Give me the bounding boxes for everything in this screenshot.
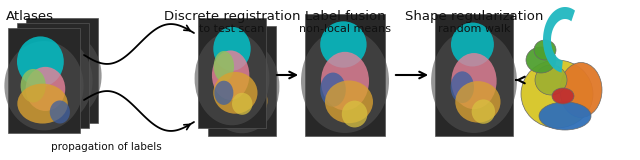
- Ellipse shape: [35, 74, 86, 114]
- Polygon shape: [543, 7, 575, 73]
- Ellipse shape: [223, 35, 260, 79]
- Ellipse shape: [29, 64, 55, 98]
- Ellipse shape: [232, 93, 252, 115]
- Ellipse shape: [225, 89, 243, 113]
- Polygon shape: [198, 18, 266, 128]
- Ellipse shape: [212, 50, 250, 100]
- Polygon shape: [8, 28, 80, 133]
- Ellipse shape: [38, 59, 64, 92]
- Ellipse shape: [222, 58, 259, 108]
- Ellipse shape: [44, 57, 83, 101]
- Ellipse shape: [560, 63, 602, 117]
- Ellipse shape: [526, 47, 556, 73]
- Text: random walk: random walk: [438, 24, 510, 34]
- Ellipse shape: [213, 72, 257, 114]
- Text: Atlases: Atlases: [6, 10, 54, 23]
- Ellipse shape: [534, 40, 556, 60]
- Ellipse shape: [214, 81, 234, 105]
- Ellipse shape: [342, 101, 367, 128]
- Ellipse shape: [26, 31, 73, 82]
- Ellipse shape: [451, 23, 494, 66]
- Ellipse shape: [17, 36, 64, 87]
- Ellipse shape: [26, 79, 77, 119]
- Ellipse shape: [431, 29, 517, 133]
- Polygon shape: [208, 26, 276, 136]
- Text: Label fusion: Label fusion: [305, 10, 385, 23]
- Ellipse shape: [242, 101, 262, 123]
- Ellipse shape: [321, 52, 369, 110]
- Ellipse shape: [20, 69, 46, 103]
- Ellipse shape: [4, 41, 84, 130]
- Text: Shape regularization: Shape regularization: [405, 10, 543, 23]
- Ellipse shape: [35, 26, 82, 77]
- Ellipse shape: [320, 21, 367, 68]
- Ellipse shape: [472, 99, 495, 124]
- Ellipse shape: [68, 90, 88, 114]
- Polygon shape: [26, 18, 98, 123]
- Polygon shape: [305, 14, 385, 136]
- Ellipse shape: [213, 27, 251, 71]
- Ellipse shape: [223, 80, 268, 122]
- Ellipse shape: [451, 53, 497, 109]
- Ellipse shape: [22, 31, 102, 120]
- Ellipse shape: [320, 73, 346, 107]
- Ellipse shape: [17, 84, 68, 124]
- Ellipse shape: [59, 96, 79, 119]
- Ellipse shape: [451, 71, 474, 103]
- Ellipse shape: [195, 32, 269, 125]
- Text: to test scan: to test scan: [199, 24, 265, 34]
- Ellipse shape: [535, 65, 567, 95]
- Ellipse shape: [214, 51, 234, 82]
- Ellipse shape: [26, 67, 65, 111]
- Polygon shape: [435, 14, 513, 136]
- Ellipse shape: [35, 62, 74, 106]
- Ellipse shape: [521, 60, 593, 128]
- Ellipse shape: [13, 36, 93, 125]
- Ellipse shape: [325, 80, 373, 123]
- Ellipse shape: [552, 88, 574, 104]
- Polygon shape: [17, 23, 89, 128]
- Ellipse shape: [223, 59, 244, 90]
- Ellipse shape: [205, 40, 280, 133]
- Ellipse shape: [455, 81, 500, 123]
- Ellipse shape: [539, 102, 591, 130]
- Ellipse shape: [301, 29, 389, 133]
- Ellipse shape: [50, 100, 70, 124]
- Text: non-local means: non-local means: [299, 24, 391, 34]
- Text: propagation of labels: propagation of labels: [51, 142, 161, 152]
- Text: Discrete registration: Discrete registration: [164, 10, 300, 23]
